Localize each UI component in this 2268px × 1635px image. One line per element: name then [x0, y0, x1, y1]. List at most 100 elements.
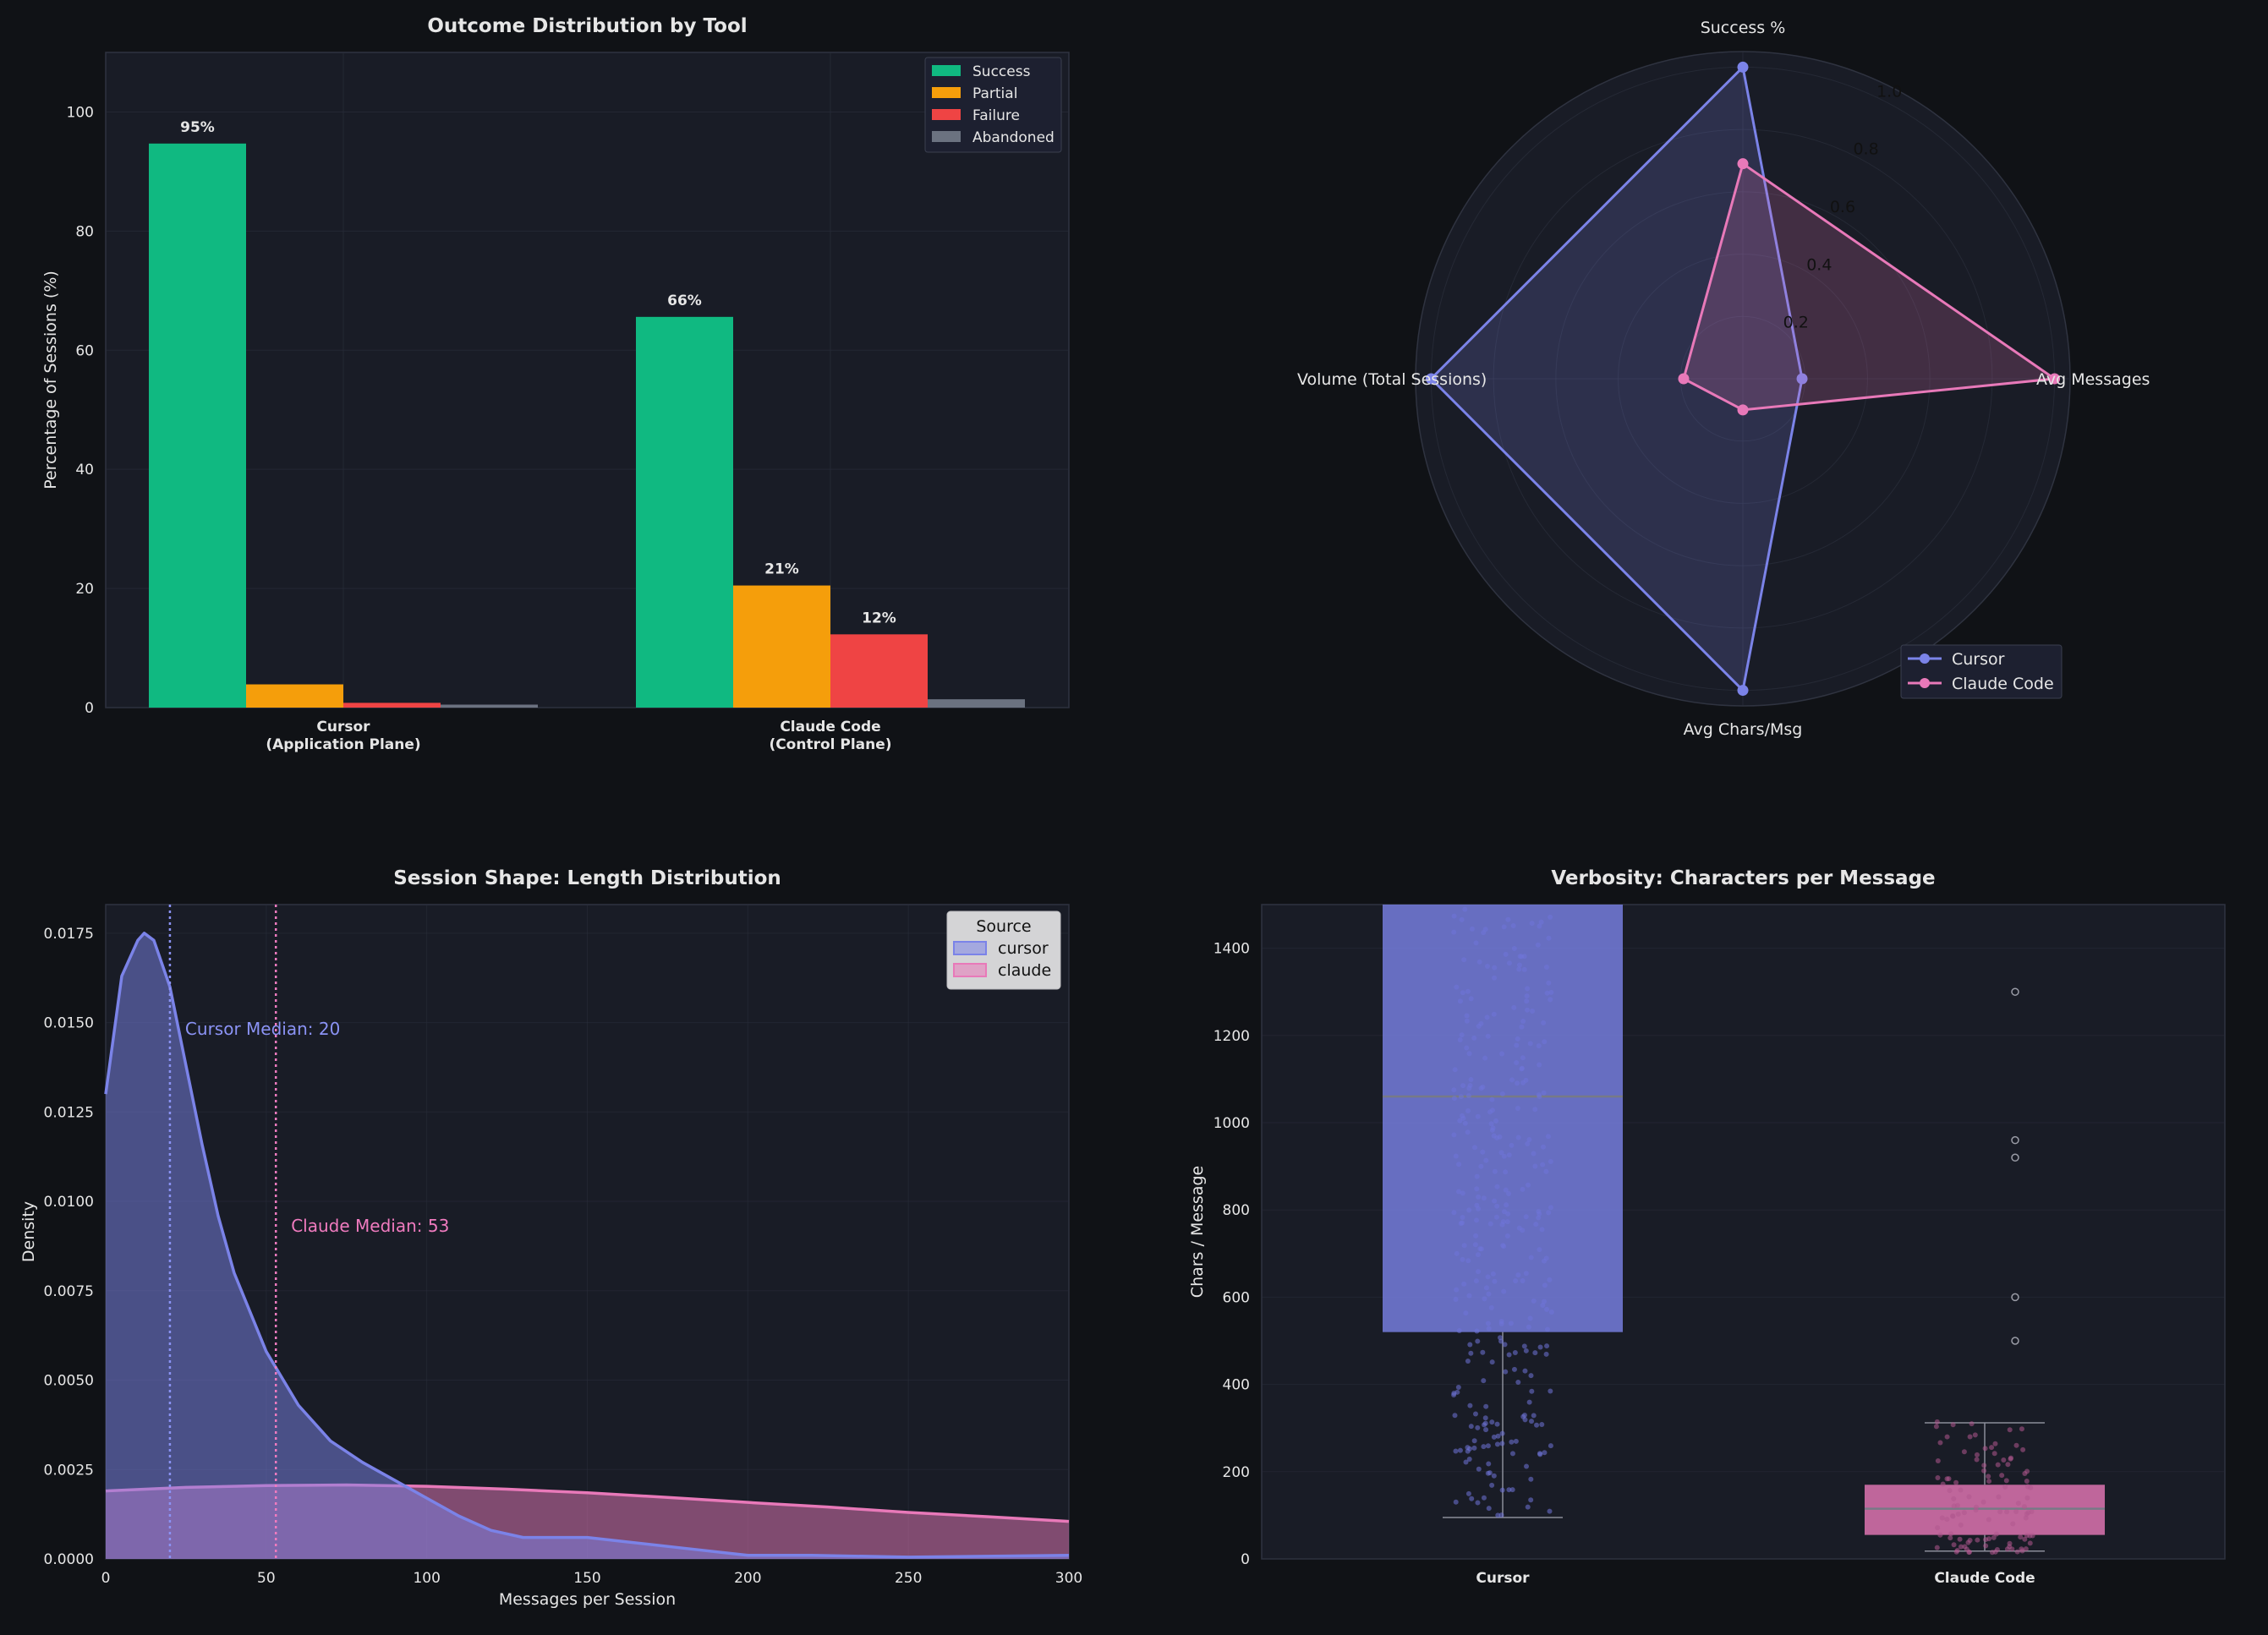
jitter-point — [1505, 916, 1511, 922]
y-tick-label: 100 — [67, 104, 94, 121]
legend-swatch — [932, 131, 961, 142]
jitter-point — [1499, 1487, 1505, 1493]
jitter-point — [1961, 1510, 1967, 1516]
jitter-point — [1540, 1162, 1546, 1167]
x-category-label: Claude Code (Control Plane) — [769, 719, 891, 753]
jitter-point — [1481, 1444, 1487, 1450]
jitter-point — [1452, 1067, 1458, 1073]
jitter-point — [1466, 1456, 1472, 1462]
jitter-point — [1529, 921, 1535, 927]
y-tick-label: 0.0125 — [44, 1104, 94, 1121]
jitter-point — [1989, 1550, 1995, 1556]
jitter-point — [1466, 1051, 1472, 1057]
y-tick-label: 20 — [75, 581, 94, 598]
jitter-point — [2020, 1446, 2026, 1452]
jitter-point — [1524, 998, 1530, 1004]
jitter-point — [1982, 1446, 1988, 1452]
jitter-point — [1520, 1228, 1526, 1233]
radar-axis-label: Avg Messages — [2036, 370, 2150, 389]
jitter-point — [1532, 1163, 1538, 1169]
jitter-point — [2022, 1536, 2028, 1542]
jitter-point — [1506, 1487, 1512, 1493]
jitter-point — [1456, 1328, 1462, 1334]
jitter-point — [1546, 1210, 1552, 1216]
jitter-point — [1491, 1011, 1497, 1017]
jitter-point — [1501, 1288, 1507, 1294]
jitter-point — [1516, 962, 1522, 968]
y-tick-label: 0.0000 — [44, 1551, 94, 1568]
jitter-point — [1503, 1169, 1509, 1175]
y-tick-label: 0 — [85, 700, 94, 717]
jitter-point — [1527, 1041, 1533, 1047]
jitter-point — [1501, 924, 1507, 930]
jitter-point — [1488, 1304, 1494, 1310]
bar-failure — [343, 703, 441, 708]
jitter-point — [1457, 998, 1463, 1004]
jitter-point — [1540, 1144, 1546, 1150]
legend-entry: claude — [998, 961, 1051, 980]
jitter-point — [1525, 1504, 1531, 1510]
jitter-point — [1519, 1066, 1525, 1072]
jitter-point — [1515, 1272, 1521, 1278]
jitter-point — [1512, 1350, 1518, 1356]
jitter-point — [1451, 1210, 1457, 1216]
radar-point — [1737, 61, 1749, 73]
jitter-point — [1543, 964, 1549, 970]
jitter-point — [1465, 1358, 1471, 1364]
jitter-point — [1451, 913, 1457, 919]
jitter-point — [1531, 1298, 1537, 1304]
jitter-point — [1468, 996, 1474, 1002]
radar-tick-label: 0.6 — [1830, 198, 1855, 216]
jitter-point — [1498, 1321, 1504, 1326]
y-tick-label: 0.0075 — [44, 1283, 94, 1300]
jitter-point — [1482, 1415, 1488, 1421]
jitter-point — [1453, 1153, 1459, 1159]
jitter-point — [1467, 1082, 1473, 1088]
jitter-point — [2010, 1521, 2016, 1527]
jitter-point — [2021, 1504, 2027, 1510]
y-tick-label: 0.0050 — [44, 1373, 94, 1390]
jitter-point — [1451, 1096, 1457, 1102]
y-tick-label: 400 — [1223, 1377, 1250, 1394]
jitter-point — [1499, 1091, 1505, 1097]
jitter-point — [1486, 1326, 1492, 1332]
jitter-point — [1537, 1344, 1543, 1350]
jitter-point — [1454, 1287, 1460, 1293]
x-tick-label: 300 — [1055, 1570, 1082, 1587]
jitter-point — [1972, 1432, 1978, 1438]
radar-tick-label: 0.2 — [1783, 314, 1809, 332]
jitter-point — [1957, 1536, 1963, 1542]
jitter-point — [1542, 1258, 1548, 1264]
jitter-point — [1958, 1522, 1964, 1528]
jitter-point — [1477, 1246, 1483, 1252]
x-category-label: Cursor (Application Plane) — [266, 719, 420, 753]
jitter-point — [1961, 1449, 1967, 1455]
jitter-point — [1465, 1490, 1471, 1496]
y-tick-label: 0.0025 — [44, 1462, 94, 1479]
jitter-point — [1529, 1419, 1535, 1424]
jitter-point — [1506, 1190, 1512, 1196]
jitter-point — [1460, 1115, 1466, 1121]
jitter-point — [1995, 1462, 2001, 1468]
y-tick-label: 0.0100 — [44, 1194, 94, 1211]
jitter-point — [1528, 1497, 1534, 1503]
jitter-point — [2027, 1540, 2033, 1546]
jitter-point — [1503, 1369, 1509, 1375]
jitter-point — [1489, 1419, 1495, 1425]
bar-abandoned — [441, 704, 538, 708]
jitter-point — [1519, 1024, 1525, 1030]
jitter-point — [2018, 1534, 2024, 1540]
jitter-point — [1526, 1137, 1532, 1143]
jitter-point — [1937, 1532, 1943, 1538]
legend-swatch — [932, 87, 961, 98]
jitter-point — [1473, 1217, 1479, 1223]
jitter-point — [1548, 989, 1554, 995]
jitter-point — [1476, 959, 1482, 965]
y-axis-label: Percentage of Sessions (%) — [41, 271, 60, 489]
jitter-point — [1515, 1080, 1520, 1086]
jitter-point — [1469, 1496, 1475, 1501]
jitter-point — [1471, 1145, 1477, 1151]
jitter-point — [1521, 954, 1527, 960]
jitter-point — [1485, 1443, 1491, 1449]
